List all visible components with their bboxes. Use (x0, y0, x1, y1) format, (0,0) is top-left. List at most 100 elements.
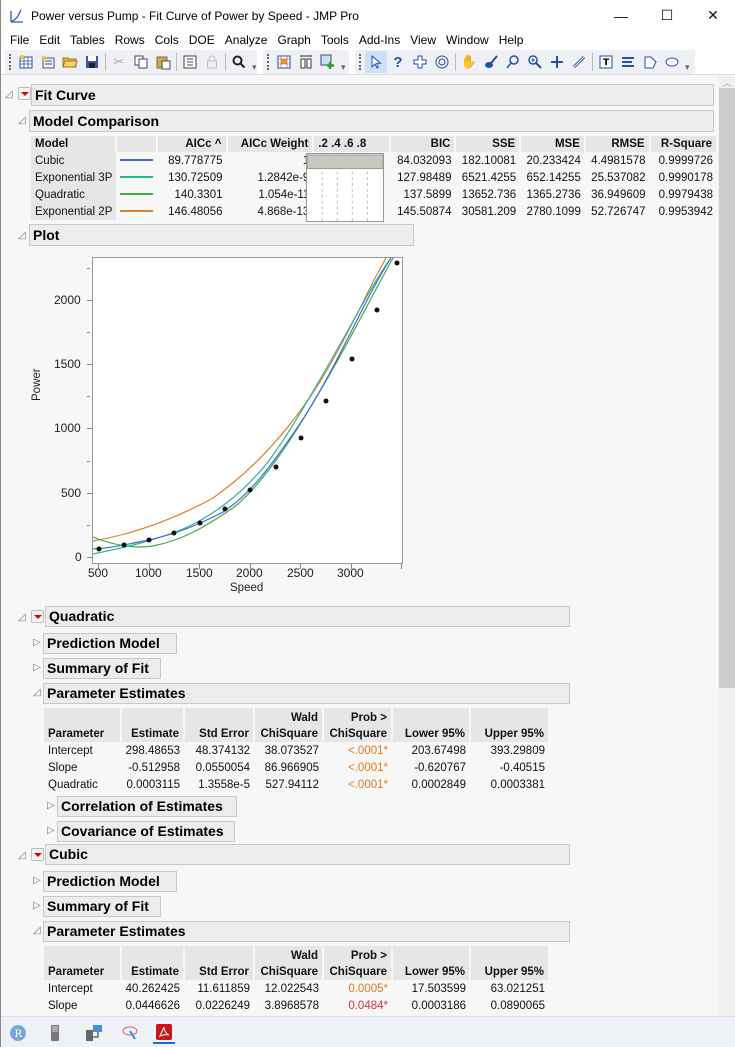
table-row[interactable]: Quadratic 140.3301 1.054e-11 137.5899 13… (31, 186, 717, 203)
menu-tools[interactable]: Tools (320, 33, 349, 47)
menu-rows[interactable]: Rows (114, 33, 145, 47)
toolbar-overflow-icon[interactable]: ▾ (341, 61, 346, 72)
hand-icon[interactable]: ✋ (460, 54, 478, 69)
menu-add-ins[interactable]: Add-Ins (358, 33, 401, 47)
phone-device-icon[interactable] (44, 1022, 66, 1044)
menu-cols[interactable]: Cols (154, 33, 179, 47)
toolbar-overflow-icon[interactable]: ▾ (685, 61, 690, 72)
new-data-table-icon[interactable] (15, 51, 37, 73)
cubic-header[interactable]: Cubic (45, 844, 570, 865)
close-button[interactable]: ✕ (707, 7, 719, 23)
quadratic-summary-of-fit-header[interactable]: Summary of Fit (43, 658, 161, 679)
cubic-prediction-model-header[interactable]: Prediction Model (43, 871, 177, 892)
menu-window[interactable]: Window (446, 33, 489, 47)
cubic-red-triangle-menu[interactable] (31, 848, 44, 861)
parameter-estimates-disclosure-icon[interactable]: ◿ (33, 925, 41, 936)
plot-disclosure-icon[interactable]: ◿ (18, 230, 26, 241)
vertical-scrollbar[interactable]: ︿ (718, 76, 735, 1016)
menu-analyze[interactable]: Analyze (224, 33, 268, 47)
plot-header[interactable]: Plot (29, 224, 414, 246)
network-device-icon[interactable] (83, 1022, 105, 1044)
data-grid-icon[interactable] (273, 51, 295, 73)
prediction-model-disclosure-icon[interactable]: ▷ (33, 637, 41, 648)
col-header-aicc[interactable]: AICc ^ (157, 136, 228, 152)
open-folder-icon[interactable] (59, 51, 81, 73)
correlation-disclosure-icon[interactable]: ▷ (47, 800, 55, 811)
quadratic-header[interactable]: Quadratic (45, 606, 570, 627)
fit-curve-plot[interactable] (92, 257, 403, 564)
text-annotate-icon[interactable]: T (595, 51, 617, 73)
model-comparison-header[interactable]: Model Comparison (29, 110, 714, 132)
ellipse-icon[interactable] (661, 51, 683, 73)
cubic-summary-of-fit-header[interactable]: Summary of Fit (43, 896, 161, 917)
brush-icon[interactable] (480, 51, 502, 73)
copy-icon[interactable] (130, 51, 152, 73)
menu-edit[interactable]: Edit (39, 33, 61, 47)
crosshair-icon[interactable] (409, 51, 431, 73)
journal-icon[interactable] (179, 51, 201, 73)
x-tick-label: 1500 (186, 566, 213, 580)
cut-icon[interactable]: ✂ (113, 54, 125, 69)
minimize-button[interactable]: — (614, 7, 628, 24)
y-tick-label: 1000 (54, 421, 81, 435)
p-value: 0.0484* (348, 999, 388, 1012)
correlation-of-estimates-header[interactable]: Correlation of Estimates (57, 796, 237, 817)
summary-of-fit-disclosure-icon[interactable]: ▷ (33, 900, 41, 911)
acrobat-reader-icon[interactable] (153, 1022, 175, 1044)
parameter-estimates-disclosure-icon[interactable]: ◿ (33, 687, 41, 698)
menu-help[interactable]: Help (498, 33, 524, 47)
y-minor-tick (87, 268, 90, 269)
scrollbar-thumb[interactable] (719, 88, 735, 688)
ruler-icon[interactable] (568, 51, 590, 73)
fit-curve-disclosure-icon[interactable]: ◿ (5, 89, 13, 100)
polygon-icon[interactable] (639, 51, 661, 73)
quadratic-prediction-model-header[interactable]: Prediction Model (43, 633, 177, 654)
scroll-up-arrow-icon[interactable]: ︿ (722, 78, 732, 88)
toolbar-overflow-icon[interactable]: ▾ (252, 61, 257, 72)
maximize-button[interactable]: ☐ (660, 7, 674, 23)
quadratic-disclosure-icon[interactable]: ◿ (18, 612, 26, 623)
add-table-icon[interactable] (317, 51, 339, 73)
target-icon[interactable] (431, 51, 453, 73)
table-row[interactable]: Exponential 3P 130.72509 1.2842e-9 127.9… (31, 169, 717, 186)
table-row[interactable]: Exponential 2P 146.48056 4.868e-13 145.5… (31, 203, 717, 220)
toolbar-grip[interactable] (359, 54, 362, 70)
table-row[interactable]: Cubic 89.778775 1 84.032093 182.10081 20… (31, 152, 717, 169)
wald-value: 38.073527 (264, 744, 319, 757)
lock-icon[interactable] (201, 51, 223, 73)
paste-icon[interactable] (152, 51, 174, 73)
menu-doe[interactable]: DOE (188, 33, 215, 47)
toolbar-grip[interactable] (267, 54, 270, 70)
fit-curve-red-triangle-menu[interactable] (18, 87, 31, 100)
cubic-parameter-estimates-header[interactable]: Parameter Estimates (43, 921, 570, 942)
menu-view[interactable]: View (410, 33, 436, 47)
menu-file[interactable]: File (10, 33, 30, 47)
columns-icon[interactable] (295, 51, 317, 73)
model-comparison-disclosure-icon[interactable]: ◿ (18, 115, 26, 126)
search-icon[interactable] (228, 51, 250, 73)
r-app-icon[interactable]: R (7, 1022, 29, 1044)
std-error-value: 11.611859 (197, 982, 250, 995)
cubic-disclosure-icon[interactable]: ◿ (18, 850, 26, 861)
toolbar-grip[interactable] (9, 54, 12, 70)
menu-tables[interactable]: Tables (70, 33, 105, 47)
lasso-icon[interactable] (502, 51, 524, 73)
covariance-of-estimates-header[interactable]: Covariance of Estimates (57, 821, 235, 842)
covariance-disclosure-icon[interactable]: ▷ (47, 825, 55, 836)
quadratic-red-triangle-menu[interactable] (31, 610, 44, 623)
arrow-pointer-icon[interactable] (365, 51, 387, 73)
plus-icon[interactable] (546, 51, 568, 73)
help-question-icon[interactable]: ? (393, 53, 403, 71)
line-icon[interactable] (617, 51, 639, 73)
snipping-tool-icon[interactable] (120, 1022, 142, 1044)
save-icon[interactable] (81, 51, 103, 73)
zoom-icon[interactable] (524, 51, 546, 73)
menu-graph[interactable]: Graph (277, 33, 311, 47)
fit-curve-header[interactable]: Fit Curve (31, 84, 714, 106)
svg-text:T: T (603, 58, 610, 68)
prediction-model-disclosure-icon[interactable]: ▷ (33, 875, 41, 886)
upper-95-value: 393.29809 (490, 744, 545, 757)
summary-of-fit-disclosure-icon[interactable]: ▷ (33, 662, 41, 673)
quadratic-parameter-estimates-header[interactable]: Parameter Estimates (43, 683, 570, 704)
new-script-icon[interactable] (37, 51, 59, 73)
